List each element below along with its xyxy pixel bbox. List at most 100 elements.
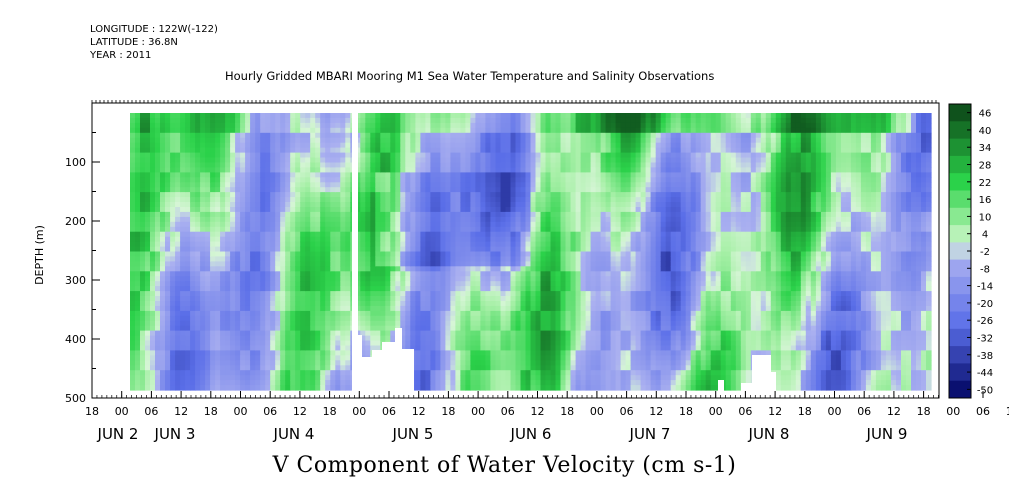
heatmap-cell: [535, 241, 542, 248]
heatmap-cell: [515, 192, 522, 198]
heatmap-cell: [290, 266, 296, 272]
heatmap-cell: [265, 266, 271, 272]
heatmap-cell: [290, 207, 296, 213]
heatmap-cell: [475, 162, 481, 168]
heatmap-cell: [210, 276, 216, 282]
heatmap-cell: [365, 305, 371, 312]
heatmap-cell: [250, 271, 256, 277]
heatmap-cell: [155, 281, 161, 287]
heatmap-cell: [145, 236, 151, 243]
heatmap-cell: [460, 375, 466, 381]
heatmap-cell: [290, 330, 296, 337]
heatmap-cell: [430, 177, 436, 183]
heatmap-cell: [295, 216, 301, 223]
heatmap-cell: [505, 320, 512, 327]
heatmap-cell: [425, 330, 431, 337]
heatmap-cell: [570, 137, 577, 144]
heatmap-cell: [330, 177, 336, 183]
heatmap-cell: [325, 296, 331, 302]
heatmap-cell: [380, 271, 386, 277]
heatmap-cell: [255, 340, 261, 346]
heatmap-cell: [470, 221, 476, 228]
heatmap-cell: [525, 187, 532, 193]
heatmap-cell: [345, 365, 351, 371]
heatmap-cell: [495, 370, 502, 376]
heatmap-cell: [295, 370, 301, 376]
heatmap-cell: [460, 315, 466, 322]
heatmap-cell: [230, 241, 236, 248]
heatmap-cell: [300, 360, 306, 366]
heatmap-cell: [460, 192, 466, 198]
heatmap-cell: [270, 127, 276, 134]
heatmap-cell: [460, 330, 466, 337]
heatmap-cell: [355, 211, 361, 218]
heatmap-cell: [490, 256, 496, 262]
heatmap-cell: [130, 221, 136, 228]
heatmap-cell: [175, 305, 181, 312]
heatmap-cell: [345, 207, 351, 213]
heatmap-cell: [340, 276, 346, 282]
heatmap-cell: [205, 226, 211, 233]
heatmap-cell: [335, 137, 341, 144]
heatmap-cell: [215, 350, 221, 356]
heatmap-cell: [270, 187, 276, 193]
heatmap-cell: [470, 246, 476, 253]
heatmap-cell: [145, 325, 151, 332]
heatmap-cell: [210, 335, 216, 342]
heatmap-cell: [185, 271, 191, 277]
heatmap-cell: [130, 177, 136, 183]
heatmap-cell: [480, 157, 486, 163]
heatmap-cell: [425, 236, 431, 243]
heatmap-cell: [435, 127, 441, 134]
heatmap-cell: [575, 137, 582, 144]
heatmap-cell: [325, 370, 331, 376]
heatmap-cell: [485, 340, 491, 346]
heatmap-cell: [260, 261, 266, 267]
heatmap-cell: [475, 142, 481, 149]
heatmap-cell: [560, 127, 567, 134]
heatmap-cell: [290, 127, 296, 134]
heatmap-cell: [130, 117, 136, 124]
heatmap-cell: [540, 132, 547, 139]
heatmap-cell: [305, 216, 311, 223]
heatmap-cell: [195, 177, 201, 183]
heatmap-cell: [520, 177, 527, 183]
heatmap-cell: [415, 207, 421, 213]
heatmap-cell: [335, 152, 341, 159]
heatmap-cell: [250, 281, 256, 287]
heatmap-cell: [260, 380, 266, 386]
heatmap-cell: [395, 207, 401, 213]
heatmap-cell: [535, 256, 542, 262]
heatmap-cell: [430, 172, 436, 178]
heatmap-cell: [425, 355, 431, 361]
heatmap-cell: [240, 167, 246, 173]
heatmap-cell: [325, 117, 331, 124]
heatmap-cell: [470, 122, 476, 129]
heatmap-cell: [335, 365, 341, 371]
heatmap-cell: [295, 122, 301, 129]
heatmap-cell: [565, 132, 572, 139]
heatmap-cell: [520, 281, 527, 287]
heatmap-cell: [545, 310, 552, 317]
heatmap-cell: [135, 127, 141, 134]
heatmap-cell: [200, 340, 206, 346]
heatmap-cell: [490, 335, 496, 342]
heatmap-cell: [175, 241, 181, 248]
heatmap-cell: [220, 256, 226, 262]
heatmap-cell: [130, 335, 136, 342]
heatmap-cell: [520, 271, 527, 277]
heatmap-cell: [555, 375, 562, 381]
heatmap-cell: [390, 197, 396, 203]
heatmap-cell: [515, 320, 522, 327]
heatmap-cell: [270, 221, 276, 228]
heatmap-cell: [185, 375, 191, 381]
heatmap-cell: [190, 236, 196, 243]
heatmap-cell: [345, 276, 351, 282]
heatmap-cell: [565, 246, 572, 253]
heatmap-cell: [190, 340, 196, 346]
heatmap-cell: [285, 202, 291, 208]
heatmap-cell: [420, 157, 426, 163]
heatmap-cell: [145, 310, 151, 317]
heatmap-cell: [420, 246, 426, 253]
heatmap-cell: [340, 122, 346, 129]
